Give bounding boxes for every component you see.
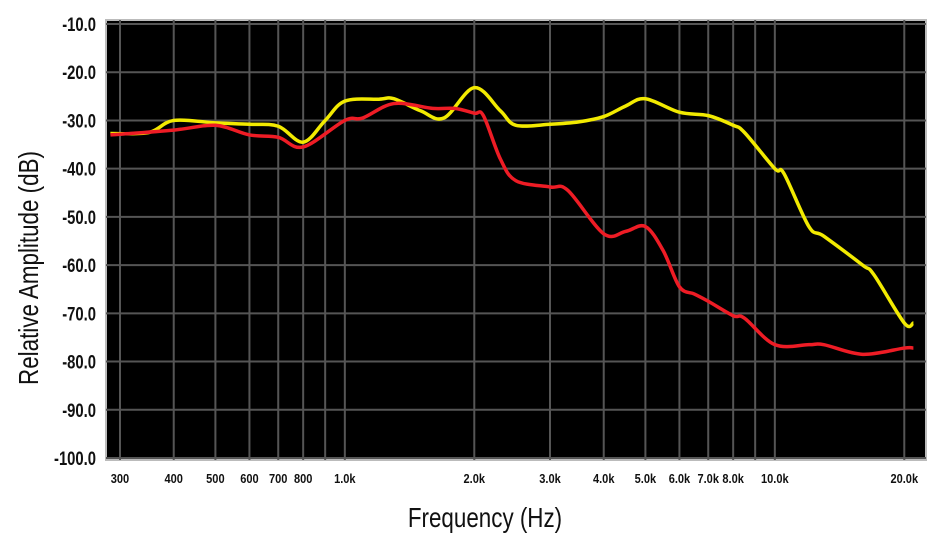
y-tick-label: -40.0 bbox=[62, 159, 96, 180]
x-tick-label: 7.0k bbox=[697, 471, 719, 486]
x-tick-label: 2.0k bbox=[464, 471, 486, 486]
y-tick-label: -30.0 bbox=[62, 111, 96, 132]
y-tick-label: -100.0 bbox=[54, 448, 96, 469]
x-tick-label: 300 bbox=[111, 471, 130, 486]
x-tick-label: 500 bbox=[206, 471, 225, 486]
x-tick-label: 400 bbox=[165, 471, 184, 486]
y-tick-label: -50.0 bbox=[62, 207, 96, 228]
x-tick-label: 20.0k bbox=[890, 471, 918, 486]
y-axis-label: Relative Amplitude (dB) bbox=[14, 151, 45, 385]
x-tick-label: 700 bbox=[269, 471, 288, 486]
x-tick-label: 800 bbox=[294, 471, 313, 486]
y-tick-label: -70.0 bbox=[62, 304, 96, 325]
y-tick-label: -20.0 bbox=[62, 62, 96, 83]
x-tick-label: 1.0k bbox=[334, 471, 356, 486]
x-tick-label: 8.0k bbox=[722, 471, 744, 486]
series-lines bbox=[110, 85, 915, 357]
x-tick-label: 4.0k bbox=[593, 471, 615, 486]
grid bbox=[106, 20, 926, 460]
x-tick-label: 600 bbox=[240, 471, 259, 486]
plot-area bbox=[105, 19, 927, 461]
x-tick-label: 10.0k bbox=[761, 471, 789, 486]
series-line-red bbox=[110, 101, 914, 357]
y-tick-label: -60.0 bbox=[62, 255, 96, 276]
y-axis-ticks: -10.0 -20.0 -30.0 -40.0 -50.0 -60.0 -70.0 -80.0… bbox=[54, 14, 96, 469]
y-tick-label: -10.0 bbox=[62, 14, 96, 35]
x-tick-label: 3.0k bbox=[539, 471, 561, 486]
y-tick-label: -80.0 bbox=[62, 352, 96, 373]
x-tick-label: 5.0k bbox=[635, 471, 657, 486]
x-axis-ticks: 300 400 500 600 700 800 1.0k 2.0k 3.0k 4.0k 5.0k 6.… bbox=[111, 471, 919, 486]
x-axis-label: Frequency (Hz) bbox=[408, 503, 562, 534]
series-line-yellow bbox=[110, 85, 915, 329]
y-tick-label: -90.0 bbox=[62, 400, 96, 421]
x-tick-label: 6.0k bbox=[669, 471, 691, 486]
